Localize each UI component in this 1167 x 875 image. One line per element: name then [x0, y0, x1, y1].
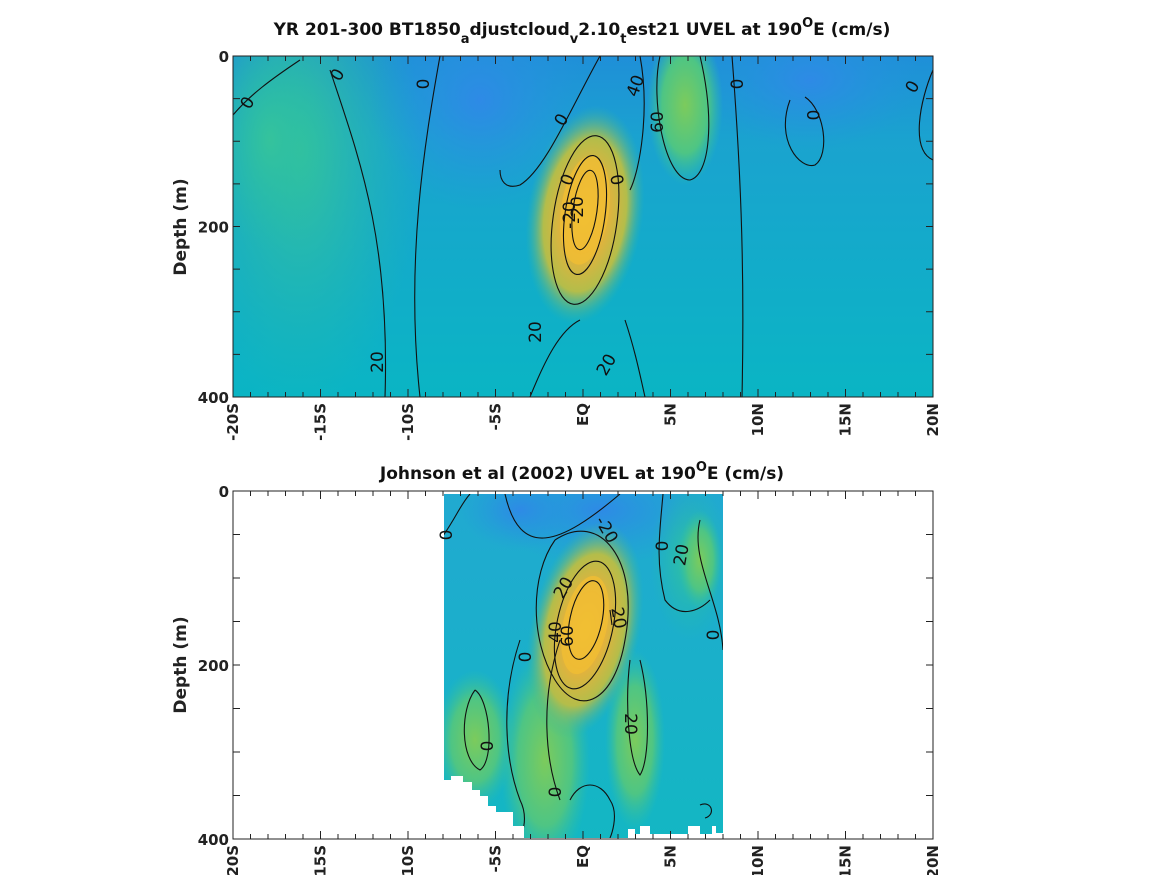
x-tick-label: 5N: [662, 845, 680, 868]
panel-2-contours: [444, 494, 723, 838]
contour-label: -20: [560, 201, 580, 229]
panel-2: Johnson et al (2002) UVEL at 190OE (cm/s…: [171, 460, 942, 875]
x-tick-label: EQ: [574, 403, 592, 426]
x-tick-label: -15S: [312, 845, 330, 875]
contour-label: 0: [516, 652, 536, 663]
panel-1: YR 201-300 BT1850adjustcloudv2.10test21 …: [171, 16, 942, 441]
y-tick-label: 200: [198, 219, 229, 237]
panel-1-title: YR 201-300 BT1850adjustcloudv2.10test21 …: [273, 16, 891, 47]
panel-2-xticks: -20S -15S -10S -5S EQ 5N 10N 15N 20N: [224, 491, 942, 875]
panel-2-title: Johnson et al (2002) UVEL at 190OE (cm/s…: [379, 460, 784, 484]
contour-label: 20: [526, 321, 546, 343]
x-tick-label: -20S: [224, 845, 242, 875]
x-tick-label: 20N: [924, 403, 942, 436]
y-tick-label: 0: [219, 483, 229, 501]
contour-label: 0: [546, 787, 566, 798]
x-tick-label: -5S: [487, 403, 505, 430]
x-tick-label: -20S: [224, 403, 242, 441]
x-tick-label: 10N: [749, 845, 767, 875]
panel-2-ylabel: Depth (m): [171, 616, 191, 713]
contour-label: 20: [670, 543, 693, 568]
x-tick-label: -10S: [399, 845, 417, 875]
y-tick-label: 400: [198, 831, 229, 849]
x-tick-label: 15N: [837, 845, 855, 875]
contour-label: 0: [478, 741, 498, 752]
y-tick-label: 200: [198, 657, 229, 675]
panel-1-ylabel: Depth (m): [171, 178, 191, 275]
contour-label: 0: [414, 79, 434, 90]
x-tick-label: 20N: [924, 845, 942, 875]
contour-label: 60: [648, 111, 668, 133]
x-tick-label: -5S: [487, 845, 505, 872]
contour-label: -20: [568, 196, 588, 224]
x-tick-label: -10S: [399, 403, 417, 441]
contour-label: 60: [558, 625, 578, 647]
y-tick-label: 400: [198, 389, 229, 407]
contour-label: 20: [606, 606, 629, 631]
contour-label: 0: [437, 530, 457, 541]
y-tick-label: 0: [219, 48, 229, 66]
contour-label: 0: [605, 173, 627, 187]
x-tick-label: 15N: [837, 403, 855, 436]
contour-label: 20: [368, 351, 388, 373]
x-tick-label: -15S: [312, 403, 330, 441]
panel-1-xticks: -20S -15S -10S -5S EQ 5N 10N 15N 20N: [224, 56, 942, 441]
contour-label: 0: [728, 79, 748, 90]
x-tick-label: 10N: [749, 403, 767, 436]
contour-label: 40: [546, 621, 566, 643]
panel-1-heatmap: [233, 56, 933, 397]
panel-2-heatmap: [444, 494, 723, 838]
contour-label: 20: [620, 713, 640, 735]
panel-1-contours: [233, 56, 933, 397]
contour-label: 0: [653, 541, 673, 552]
x-tick-label: 5N: [662, 403, 680, 426]
x-tick-label: EQ: [574, 845, 592, 868]
contour-label: 0: [802, 110, 822, 121]
contour-label: 0: [704, 630, 724, 641]
